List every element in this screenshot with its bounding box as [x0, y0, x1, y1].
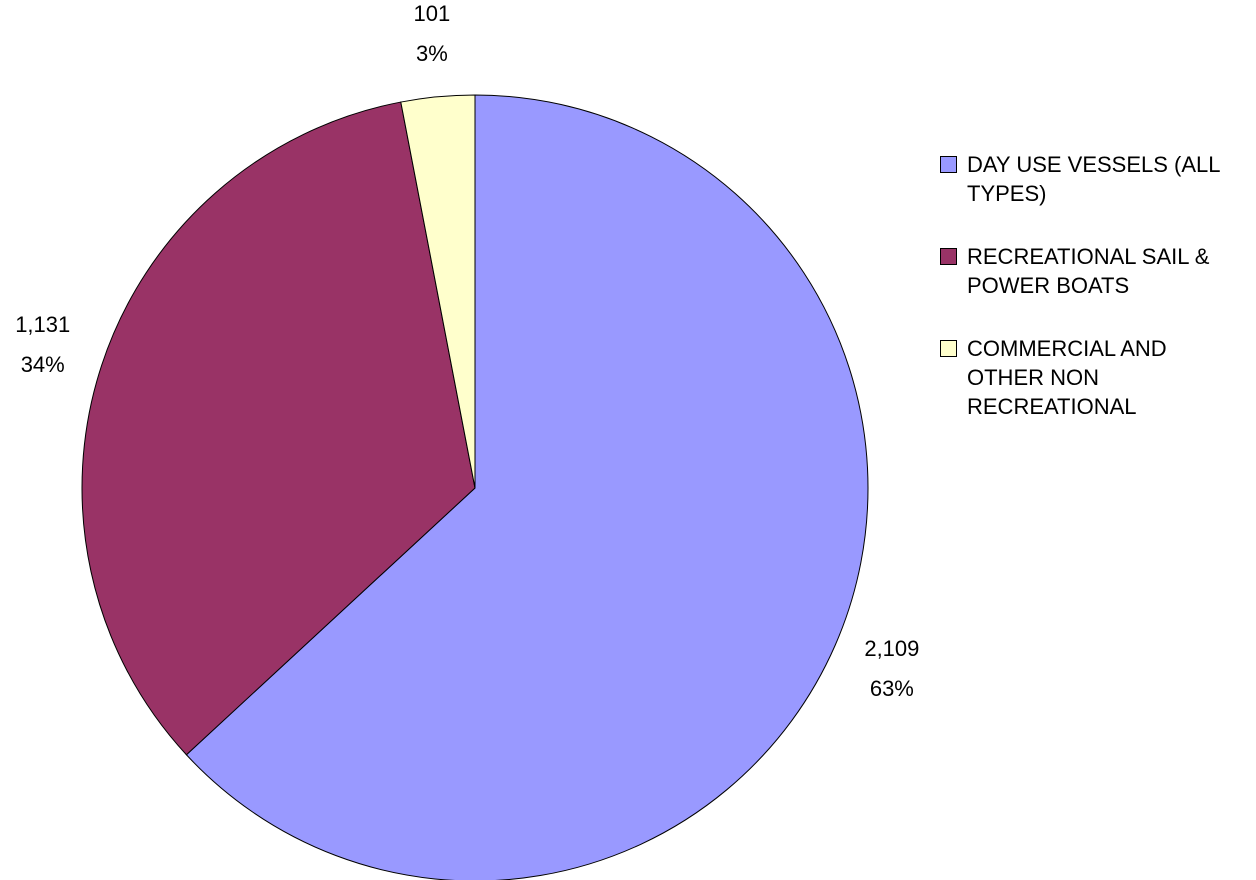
- pie-slice: [400, 94, 476, 489]
- percentage-label: 63%: [870, 676, 914, 701]
- legend-swatch: [940, 248, 957, 265]
- value-label: 2,109: [864, 636, 919, 661]
- legend-item: DAY USE VESSELS (ALL TYPES): [940, 150, 1250, 208]
- value-label: 101: [413, 1, 450, 26]
- legend-item: COMMERCIAL AND OTHER NON RECREATIONAL: [940, 334, 1250, 421]
- pie-slice: [185, 94, 869, 880]
- legend-swatch: [940, 156, 957, 173]
- percentage-label: 34%: [21, 352, 65, 377]
- legend-label: DAY USE VESSELS (ALL TYPES): [967, 152, 1220, 206]
- pie-slice: [81, 101, 476, 756]
- legend-label: RECREATIONAL SAIL & POWER BOATS: [967, 244, 1210, 298]
- value-label: 1,131: [15, 312, 70, 337]
- legend-swatch: [940, 340, 957, 357]
- legend-label: COMMERCIAL AND OTHER NON RECREATIONAL: [967, 336, 1167, 419]
- percentage-label: 3%: [416, 41, 448, 66]
- legend-item: RECREATIONAL SAIL & POWER BOATS: [940, 242, 1250, 300]
- legend: DAY USE VESSELS (ALL TYPES) RECREATIONAL …: [940, 150, 1250, 455]
